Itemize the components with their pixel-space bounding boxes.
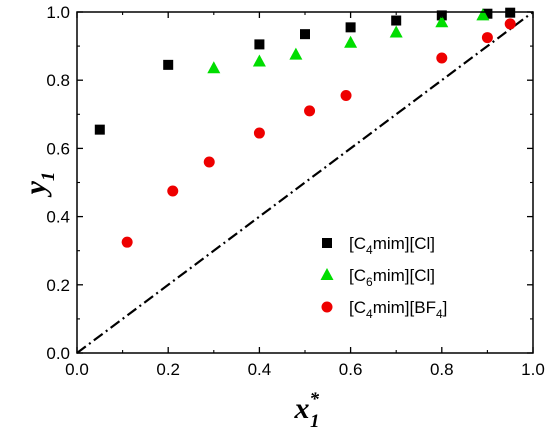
y-tick-label: 0.0 — [46, 344, 70, 363]
data-point — [207, 61, 221, 74]
plot-area — [76, 11, 534, 354]
x-tick-label: 0.6 — [339, 360, 363, 379]
series-2 — [207, 8, 490, 74]
legend-entry-3: [C4mim][BF4] — [321, 298, 447, 321]
data-point — [435, 15, 449, 28]
data-point — [254, 39, 265, 50]
legend-marker — [322, 238, 332, 248]
data-point — [163, 59, 174, 70]
data-point — [340, 90, 352, 102]
legend-entry-2: [C6mim][Cl] — [320, 266, 435, 289]
x-axis-title: x* 1 — [294, 389, 320, 429]
data-point — [289, 47, 303, 60]
x-tick-label: 0.2 — [156, 360, 180, 379]
data-point — [203, 156, 215, 168]
data-point — [167, 185, 179, 197]
x-tick-label: 0.0 — [65, 360, 89, 379]
data-point — [121, 236, 133, 248]
y-tick-label: 0.2 — [46, 276, 70, 295]
legend-label: [C6mim][Cl] — [349, 266, 435, 289]
data-point — [300, 29, 310, 40]
series-3 — [121, 18, 516, 248]
axes: 0.0 0.2 0.4 0.6 0.8 1.0 0.0 0.2 0.4 0.6 0.8 1.0 x* 1 y… — [19, 3, 545, 429]
y-axis-title: y1 — [19, 172, 59, 198]
legend-entry-1: [C4mim][Cl] — [322, 234, 435, 257]
legend-marker — [321, 301, 333, 313]
x-tick-label: 1.0 — [521, 360, 545, 379]
data-point — [481, 32, 493, 44]
data-point — [345, 22, 356, 33]
data-point — [389, 25, 403, 38]
data-point — [304, 105, 316, 117]
data-markers — [94, 7, 516, 248]
y-tick-label: 0.6 — [46, 139, 70, 158]
data-point — [252, 54, 266, 67]
x-tick-label: 0.8 — [430, 360, 454, 379]
y-tick-label: 1.0 — [46, 3, 70, 22]
data-point — [476, 8, 490, 21]
legend-label: [C4mim][Cl] — [349, 234, 435, 257]
legend-marker — [320, 268, 334, 280]
data-point — [436, 52, 448, 64]
legend: [C4mim][Cl] [C6mim][Cl] [C4mim][BF4] — [320, 234, 447, 321]
data-point — [391, 15, 402, 26]
x-tick-label: 0.4 — [248, 360, 272, 379]
y-tick-label: 0.4 — [46, 208, 70, 227]
y-tick-label: 0.8 — [46, 71, 70, 90]
legend-label: [C4mim][BF4] — [349, 298, 447, 321]
data-point — [504, 18, 516, 30]
data-point — [94, 124, 105, 135]
data-point — [253, 127, 265, 139]
diagonal-reference-line — [76, 11, 534, 354]
data-point — [344, 35, 358, 48]
